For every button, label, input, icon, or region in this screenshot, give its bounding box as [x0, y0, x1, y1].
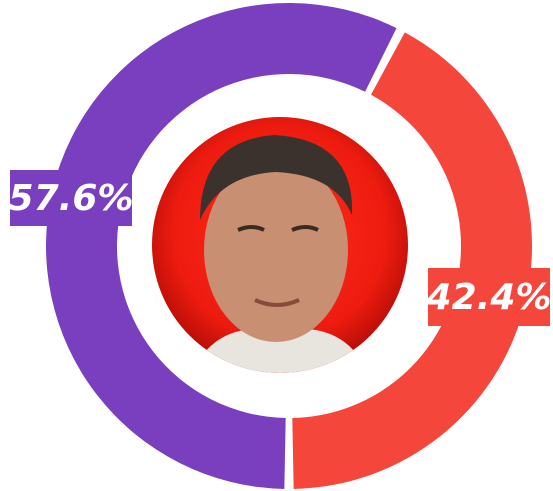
mouth	[254, 298, 300, 307]
face	[204, 158, 348, 342]
hair	[200, 135, 353, 220]
donut-segment	[46, 3, 397, 489]
portrait	[190, 135, 370, 373]
label-box	[428, 268, 550, 326]
eyes	[237, 225, 319, 232]
center-photo	[147, 112, 413, 378]
donut	[46, 3, 533, 489]
label-box	[10, 170, 132, 226]
value-label: 42.4%	[426, 277, 552, 318]
value-label: 57.6%	[9, 178, 134, 219]
value-labels: 57.6% 42.4%	[9, 170, 552, 326]
donut-segment	[292, 32, 533, 489]
